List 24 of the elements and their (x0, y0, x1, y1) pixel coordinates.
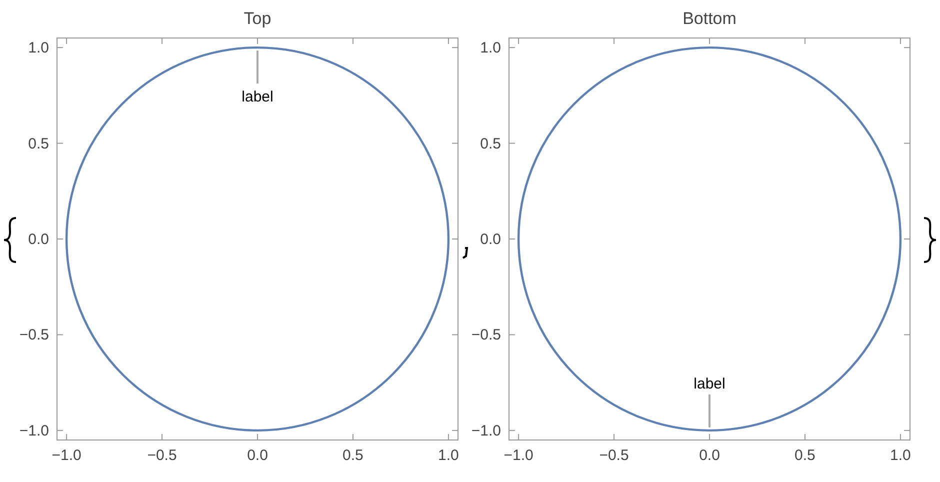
chart-title: Top (244, 9, 272, 28)
x-tick-label: 1.0 (438, 447, 459, 464)
annotation: label (242, 88, 274, 106)
y-tick-label: −1.0 (471, 422, 501, 440)
x-tick-label: 0.5 (342, 447, 364, 464)
y-tick-label: 0.5 (28, 135, 49, 152)
x-tick-label: 1.0 (890, 447, 911, 464)
x-tick-label: −1.0 (504, 447, 534, 464)
y-tick-label: 1.0 (480, 40, 501, 57)
annotation: label (694, 375, 726, 392)
y-tick-label: 0.0 (28, 231, 49, 248)
y-tick-label: −0.5 (471, 326, 501, 344)
x-tick-label: −0.5 (599, 447, 629, 464)
y-tick-label: 0.5 (480, 135, 501, 152)
x-tick-label: 0.0 (247, 447, 268, 464)
x-tick-label: 0.0 (699, 447, 720, 464)
x-tick-label: −0.5 (147, 447, 177, 464)
y-tick-label: −1.0 (19, 422, 49, 440)
chart-title: Bottom (682, 9, 736, 28)
y-tick-label: 1.0 (28, 40, 49, 57)
x-tick-label: 0.5 (794, 447, 816, 464)
x-tick-label: −1.0 (52, 447, 82, 464)
y-tick-label: −0.5 (19, 326, 49, 344)
y-tick-label: 0.0 (480, 231, 501, 248)
